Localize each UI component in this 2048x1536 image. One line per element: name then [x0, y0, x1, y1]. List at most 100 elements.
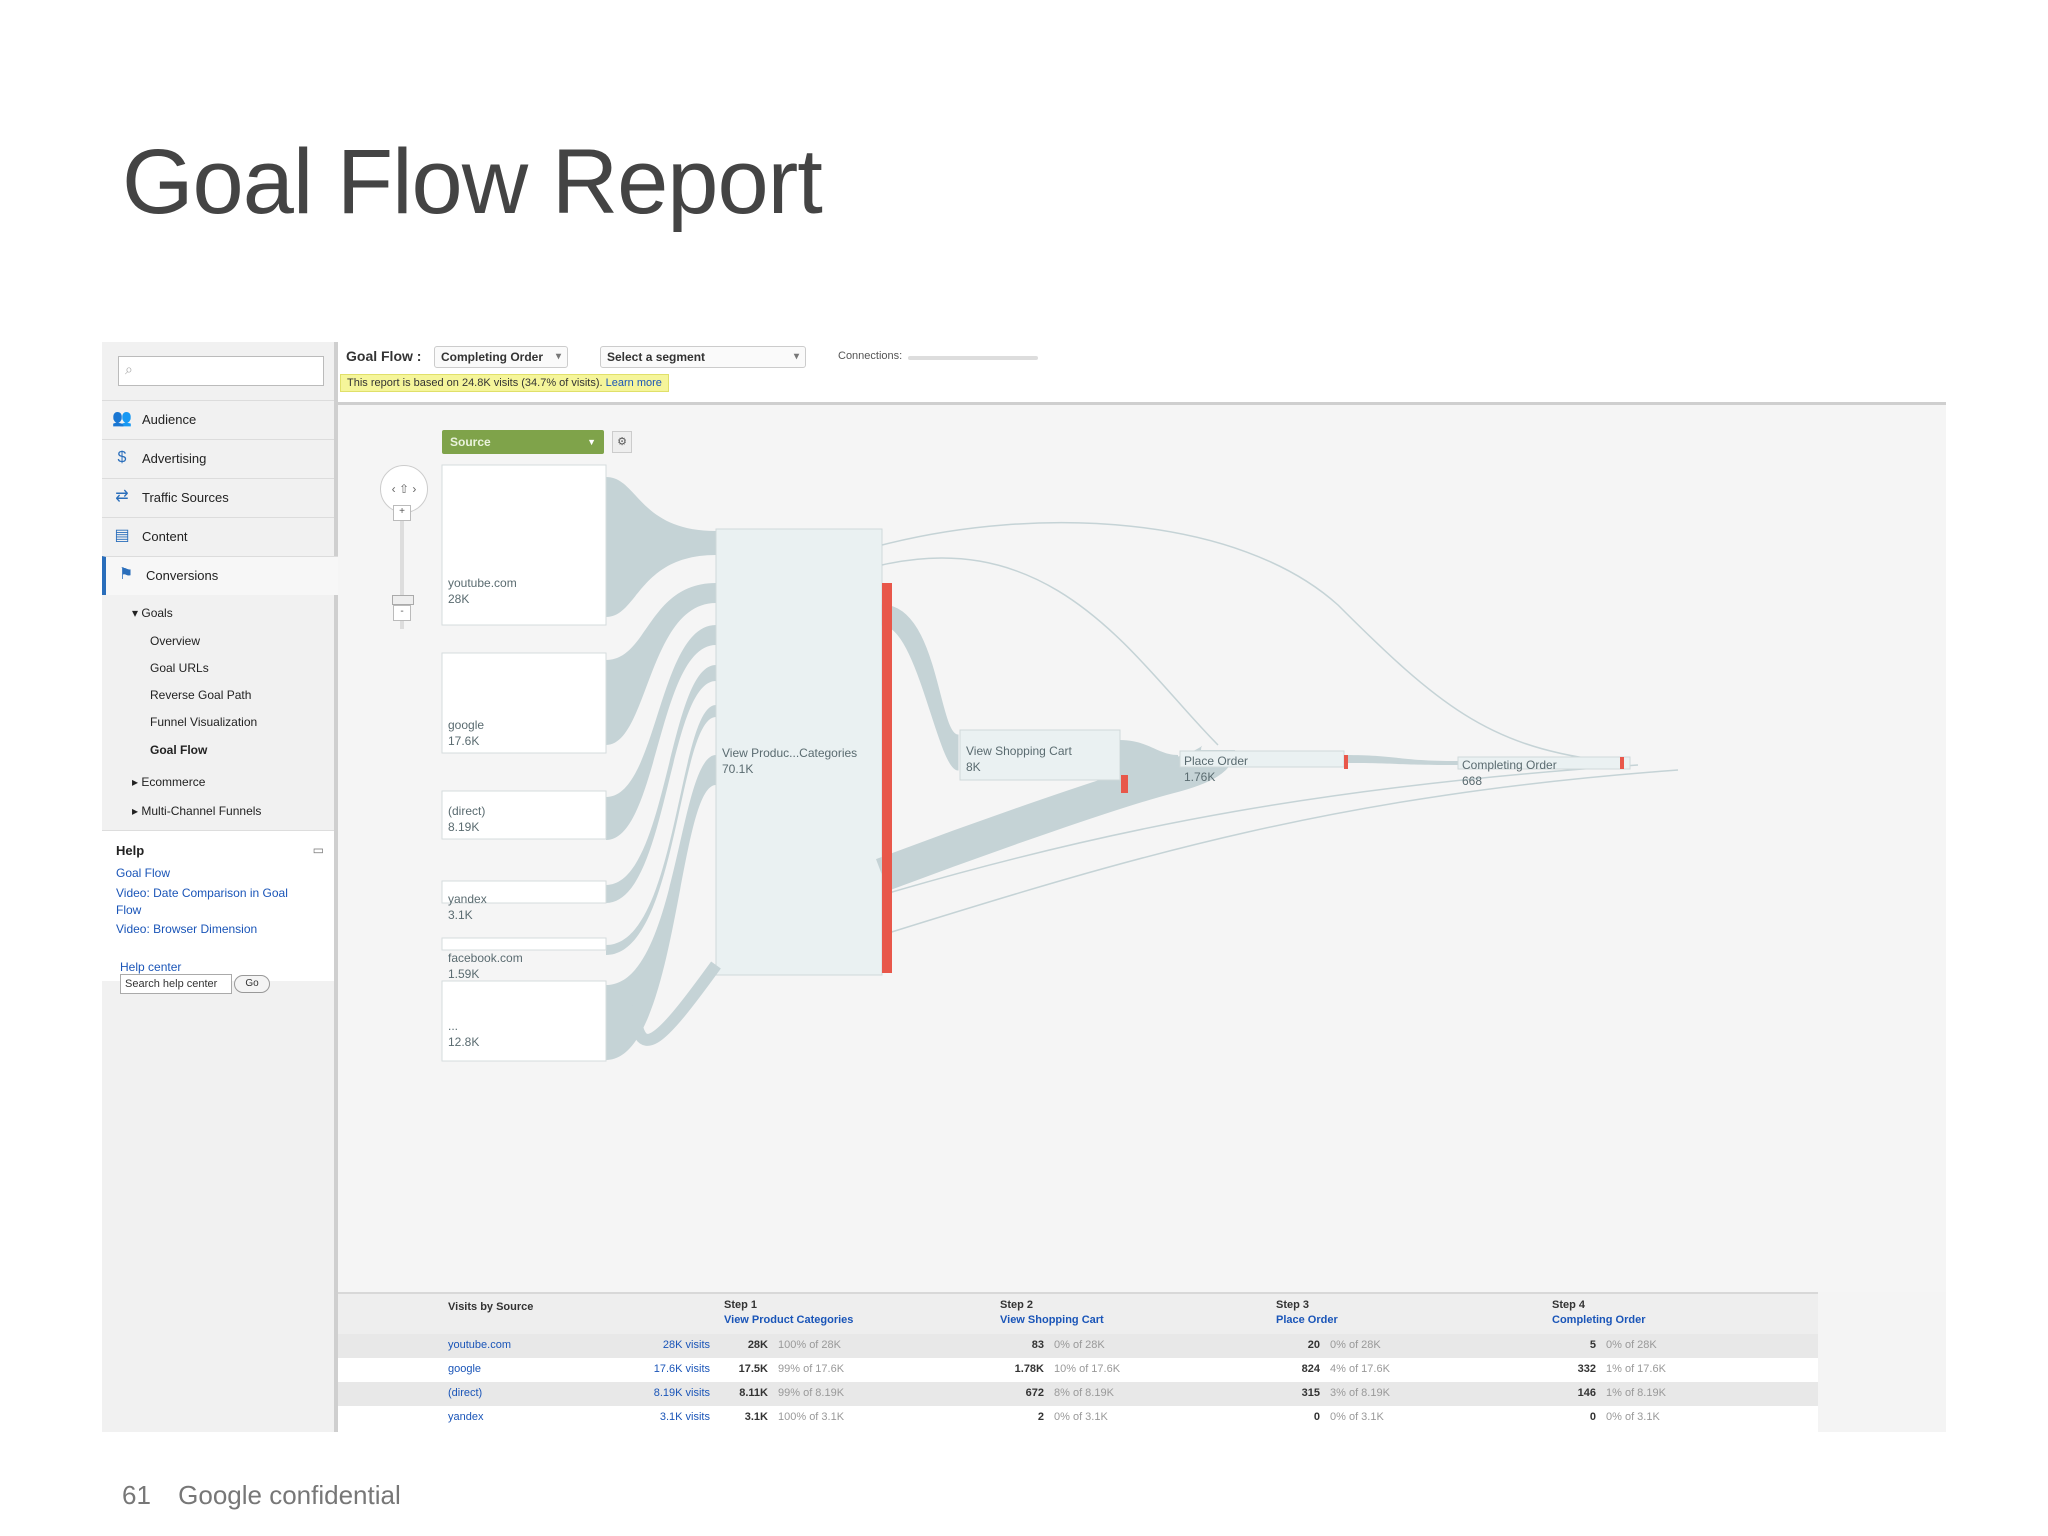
step-pct: 1% of 17.6K: [1606, 1363, 1666, 1375]
dimension-select[interactable]: Source ▼: [442, 430, 604, 454]
step-pct: 100% of 28K: [778, 1339, 841, 1351]
goal-select[interactable]: Completing Order ▾: [434, 346, 568, 368]
sidebar-item-advertising[interactable]: $ Advertising: [102, 439, 334, 478]
source-label-yandex[interactable]: yandex 3.1K: [448, 891, 487, 923]
sidebar-item-goal-flow[interactable]: Goal Flow: [150, 743, 208, 757]
step-count: 0: [1589, 1411, 1596, 1423]
link-step1-to-step4: [881, 764, 1639, 896]
zoom-track[interactable]: [400, 517, 404, 629]
help-panel: Help ▭ Goal Flow Video: Date Comparison …: [102, 830, 334, 981]
source-label-direct[interactable]: (direct) 8.19K: [448, 803, 485, 835]
segment-select[interactable]: Select a segment ▾: [600, 346, 806, 368]
step-label-3[interactable]: Place Order 1.76K: [1184, 753, 1248, 785]
link-direct: [606, 625, 716, 840]
zoom-slider-handle[interactable]: [392, 595, 414, 605]
zoom-in-button[interactable]: +: [393, 505, 411, 521]
sidebar-item-goal-urls[interactable]: Goal URLs: [150, 661, 209, 675]
step-name: Place Order: [1184, 754, 1249, 768]
help-link-date-comparison[interactable]: Video: Date Comparison in Goal Flow: [116, 886, 288, 917]
col-header-step1: Step 1 View Product Categories: [724, 1298, 853, 1328]
visits-by-source-table: Visits by Source Step 1 View Product Cat…: [338, 1292, 1818, 1432]
sidebar-ecommerce-toggle[interactable]: ▸ Ecommerce: [132, 775, 206, 789]
sidebar-item-traffic-sources[interactable]: ⇄ Traffic Sources: [102, 478, 334, 517]
link-step2-step3: [1120, 740, 1178, 775]
sidebar-mcf-toggle[interactable]: ▸ Multi-Channel Funnels: [132, 804, 262, 818]
source-value: 12.8K: [448, 1035, 480, 1049]
sidebar-search-input[interactable]: ⌕: [118, 356, 324, 386]
analytics-screenshot: ⌕ 👥 Audience $ Advertising ⇄ Traffic Sou…: [102, 342, 1946, 1432]
step-label-1[interactable]: View Produc...Categories 70.1K: [722, 745, 857, 777]
help-link-browser-dimension[interactable]: Video: Browser Dimension: [116, 922, 258, 936]
learn-more-link[interactable]: Learn more: [605, 377, 662, 389]
table-row: (direct) 8.19K visits 8.11K 99% of 8.19K…: [338, 1382, 1818, 1406]
source-value: 28K: [448, 592, 470, 606]
source-name: facebook.com: [448, 951, 523, 965]
node-other: [441, 980, 607, 1062]
link-step1-step2: [881, 604, 959, 771]
sidebar-item-funnel-visualization[interactable]: Funnel Visualization: [150, 715, 258, 729]
sidebar-item-conversions[interactable]: ⚑ Conversions: [102, 556, 338, 595]
step-link[interactable]: View Product Categories: [724, 1314, 854, 1326]
help-search-input[interactable]: Search help center: [120, 974, 232, 994]
minimize-icon[interactable]: ▭: [312, 843, 324, 857]
step-label-4[interactable]: Completing Order 668: [1462, 757, 1557, 789]
row-source-link[interactable]: google: [448, 1363, 482, 1375]
pan-control[interactable]: ‹ ⇧ ›: [380, 465, 428, 513]
source-value: 1.59K: [448, 967, 480, 981]
goal-flow-canvas[interactable]: Source ▼ ⚙ ‹ ⇧ › + - youtube.com 28K goog…: [338, 405, 1946, 1292]
gear-icon[interactable]: ⚙: [612, 431, 632, 453]
row-visits-link[interactable]: 17.6K visits: [653, 1363, 710, 1375]
step-count: 17.5K: [738, 1363, 768, 1375]
step-value: 1.76K: [1184, 770, 1216, 784]
step-count: 20: [1307, 1339, 1320, 1351]
step-label-2[interactable]: View Shopping Cart 8K: [966, 743, 1072, 775]
col-header-step2: Step 2 View Shopping Cart: [1000, 1298, 1104, 1328]
step-link[interactable]: Place Order: [1276, 1314, 1338, 1326]
people-icon: 👥: [112, 410, 132, 427]
link-step1-bypass-a: [881, 521, 1599, 761]
step-pct: 0% of 28K: [1330, 1339, 1381, 1351]
zoom-out-button[interactable]: -: [393, 605, 411, 621]
chevron-down-icon: ▾: [793, 351, 799, 362]
row-visits-link[interactable]: 28K visits: [662, 1339, 710, 1351]
step-count: 28K: [747, 1339, 768, 1351]
help-center-link[interactable]: Help center: [120, 960, 182, 974]
source-name: (direct): [448, 804, 486, 818]
help-link-goal-flow[interactable]: Goal Flow: [116, 866, 171, 880]
step-name: View Produc...Categories: [722, 746, 858, 760]
link-step1-long: [881, 769, 1679, 936]
step-count: 83: [1031, 1339, 1044, 1351]
step-pct: 3% of 8.19K: [1330, 1387, 1390, 1399]
step-count: 672: [1025, 1387, 1044, 1399]
step-count: 5: [1589, 1339, 1596, 1351]
sidebar-goals-toggle[interactable]: ▾ Goals: [132, 606, 173, 620]
step-pct: 100% of 3.1K: [778, 1411, 845, 1423]
sidebar-item-reverse-goal-path[interactable]: Reverse Goal Path: [150, 688, 252, 702]
node-direct: [441, 790, 607, 840]
sidebar-item-audience[interactable]: 👥 Audience: [102, 400, 334, 439]
node-step1: [715, 528, 883, 976]
row-visits-link[interactable]: 8.19K visits: [653, 1387, 710, 1399]
sidebar-item-overview[interactable]: Overview: [150, 634, 201, 648]
row-source-link[interactable]: yandex: [448, 1411, 484, 1423]
source-label-google[interactable]: google 17.6K: [448, 717, 484, 749]
source-label-facebook[interactable]: facebook.com 1.59K: [448, 950, 523, 982]
sidebar-item-content[interactable]: ▤ Content: [102, 517, 334, 556]
source-label-youtube[interactable]: youtube.com 28K: [448, 575, 517, 607]
table-row: yandex 3.1K visits 3.1K 100% of 3.1K 2 0…: [338, 1406, 1818, 1430]
sidebar-item-label: Content: [142, 529, 188, 544]
row-source-link[interactable]: (direct): [448, 1387, 483, 1399]
step-link[interactable]: View Shopping Cart: [1000, 1314, 1104, 1326]
step-name: Completing Order: [1462, 758, 1557, 772]
link-other: [606, 755, 716, 1060]
row-visits-link[interactable]: 3.1K visits: [659, 1411, 710, 1423]
step-number: Step 1: [724, 1299, 758, 1311]
step-link[interactable]: Completing Order: [1552, 1314, 1646, 1326]
goals-label: Goals: [141, 606, 173, 620]
connections-slider[interactable]: [908, 356, 1038, 360]
sidebar-item-label: Advertising: [142, 451, 207, 466]
help-go-button[interactable]: Go: [234, 975, 270, 993]
source-label-other[interactable]: ... 12.8K: [448, 1018, 479, 1050]
step-pct: 10% of 17.6K: [1054, 1363, 1121, 1375]
row-source-link[interactable]: youtube.com: [448, 1339, 511, 1351]
